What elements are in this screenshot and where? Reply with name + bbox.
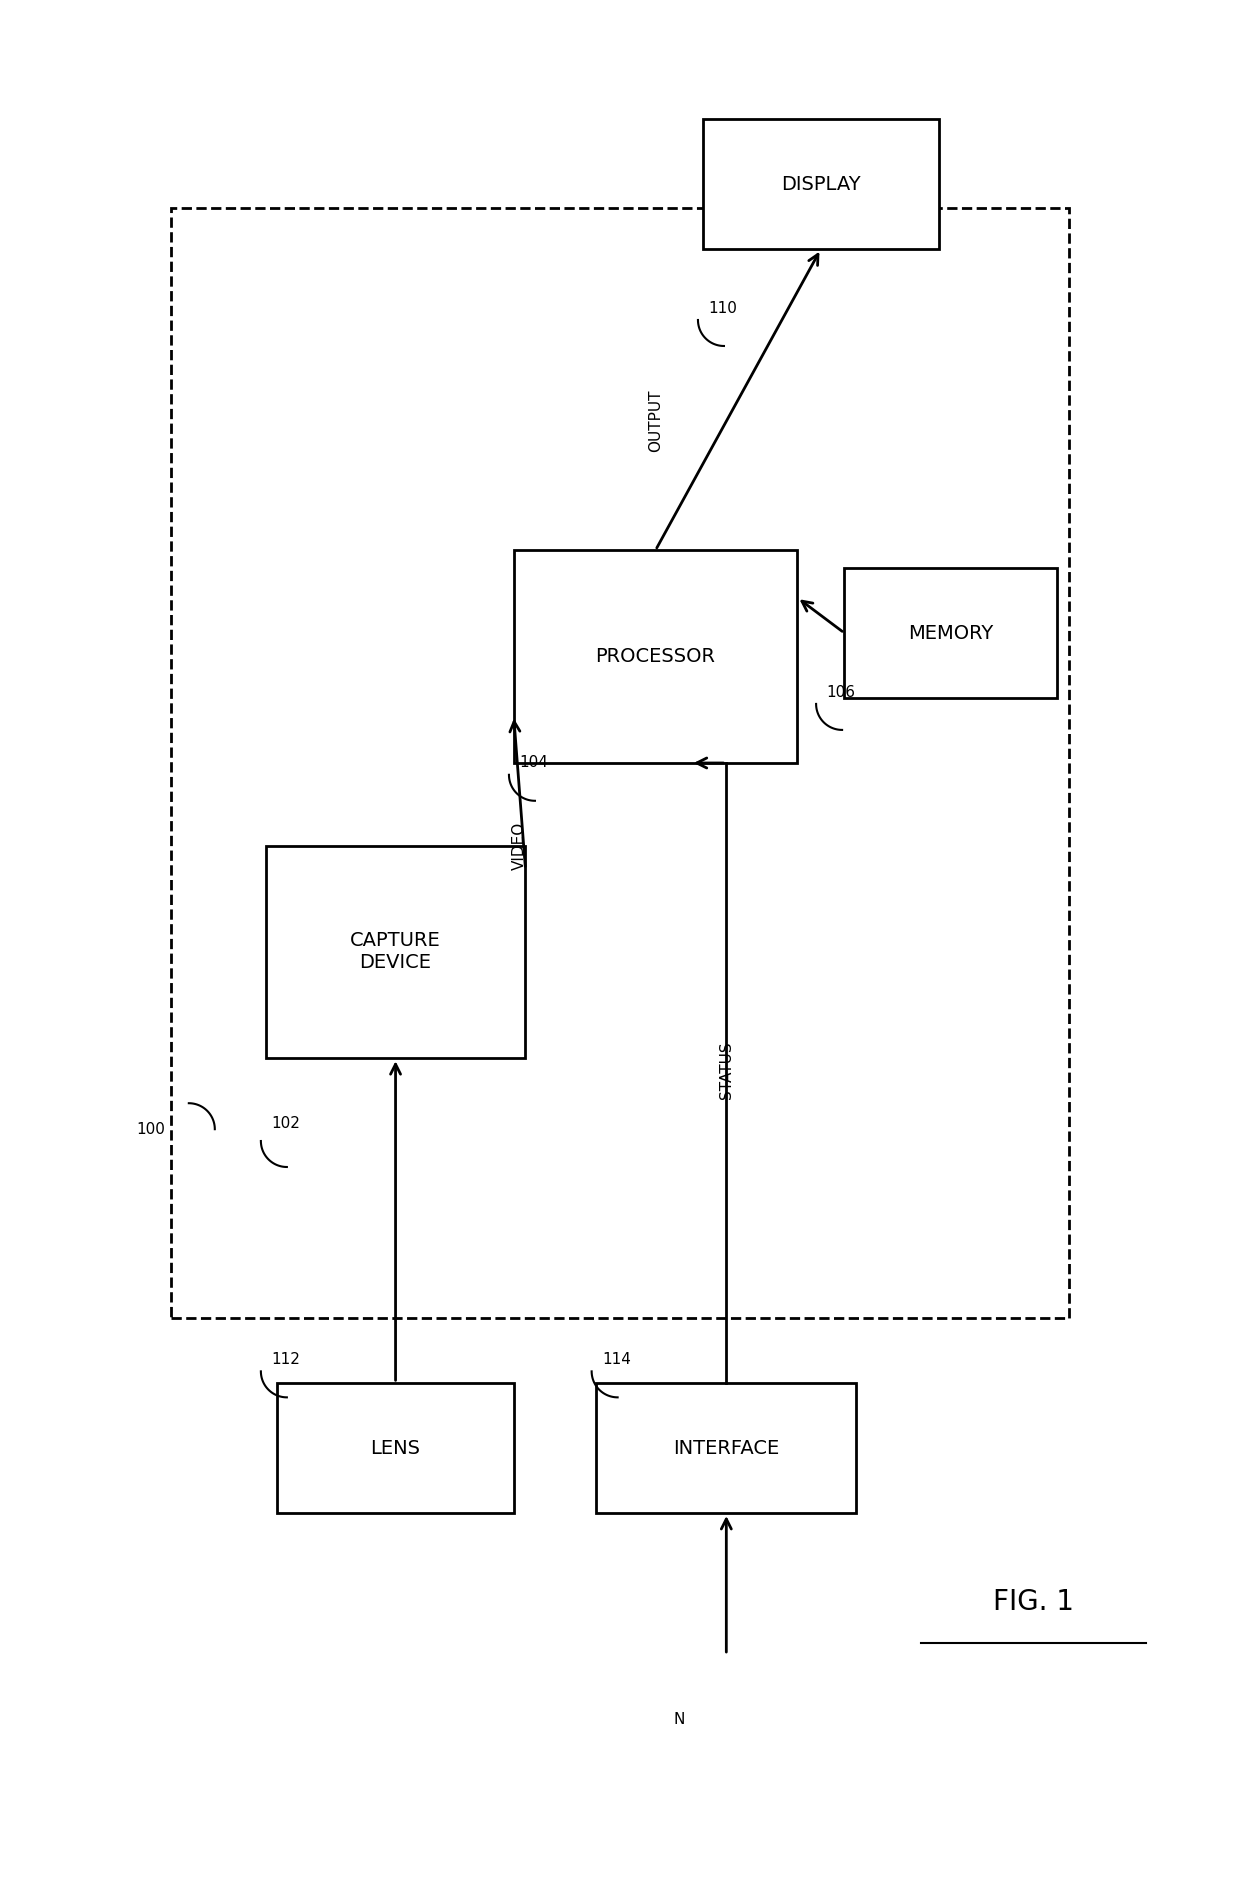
Text: 104: 104	[520, 756, 548, 771]
Text: STATUS: STATUS	[719, 1041, 734, 1099]
Text: 110: 110	[708, 301, 738, 316]
Bar	[844, 567, 1056, 699]
Text: VIDEO: VIDEO	[512, 821, 527, 870]
Text: DISPLAY: DISPLAY	[781, 175, 861, 194]
Bar	[265, 845, 526, 1059]
Bar	[278, 1382, 513, 1514]
Text: MEMORY: MEMORY	[908, 623, 993, 642]
Text: LENS: LENS	[371, 1439, 420, 1458]
Bar	[703, 120, 939, 249]
Text: 102: 102	[272, 1116, 300, 1131]
Text: 106: 106	[827, 685, 856, 699]
Text: INTERFACE: INTERFACE	[673, 1439, 780, 1458]
Text: N: N	[673, 1712, 684, 1727]
Bar	[171, 208, 1069, 1318]
Text: 112: 112	[272, 1352, 300, 1367]
Text: 100: 100	[136, 1121, 165, 1137]
Text: OUTPUT: OUTPUT	[649, 388, 663, 451]
Text: FIG. 1: FIG. 1	[993, 1588, 1074, 1616]
Bar	[513, 550, 797, 764]
Bar	[596, 1382, 857, 1514]
Text: 114: 114	[603, 1352, 631, 1367]
Text: PROCESSOR: PROCESSOR	[595, 647, 715, 666]
Text: CAPTURE
DEVICE: CAPTURE DEVICE	[350, 931, 441, 973]
